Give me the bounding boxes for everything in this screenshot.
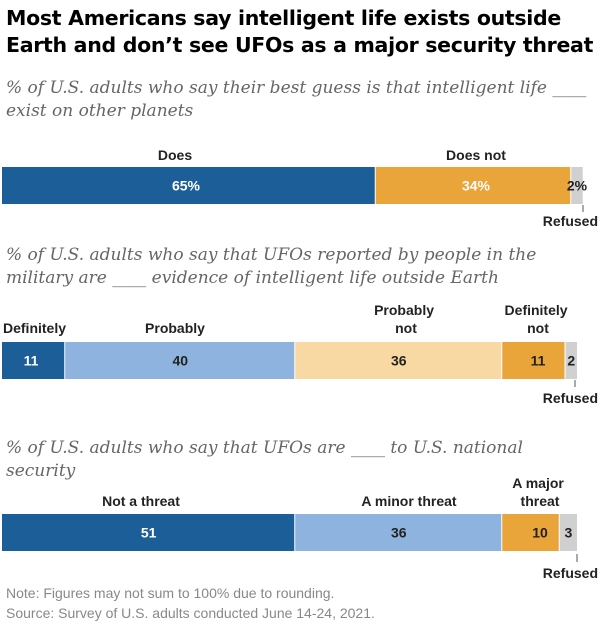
cat-label-major-threat-line-1: A major: [512, 475, 564, 491]
panel-2: Definitely Probably Probably not Definit…: [0, 300, 600, 415]
bar-segment-probably: [65, 342, 295, 379]
panel-3-subtitle: % of U.S. adults who say that UFOs are _…: [6, 438, 523, 481]
cat-label-major-threat-line-2: threat: [521, 493, 560, 509]
cat-label-probably-not-line-1: Probably: [374, 302, 434, 318]
cat-label-definitely-not-line-1: Definitely: [505, 302, 568, 318]
panel-1-subtitle: % of U.S. adults who say their best gues…: [6, 78, 587, 121]
cat-label-minor-threat: A minor threat: [361, 493, 456, 509]
bar-segment-refused: [571, 167, 583, 204]
bar-segment-not-a-threat: [2, 514, 295, 551]
value-label-does: 65%: [172, 178, 201, 194]
value-label-refused: 2: [567, 353, 575, 369]
panel-2-subtitle: % of U.S. adults who say that UFOs repor…: [6, 245, 537, 288]
bar-segment-major-threat: [502, 514, 559, 551]
bar-segment-probably-not: [295, 342, 502, 379]
bar-segment-definitely-not: [502, 342, 565, 379]
bar-segment-does-not: [375, 167, 571, 204]
cat-label-does-not: Does not: [446, 147, 506, 163]
source-text: Source: Survey of U.S. adults conducted …: [6, 605, 375, 621]
value-label-definitely-not: 11: [531, 353, 546, 369]
cat-label-major-threat: A major threat: [512, 475, 568, 509]
panel-2-chart: Definitely Probably Probably not Definit…: [2, 302, 598, 406]
value-label-does-not: 34%: [462, 178, 491, 194]
bar-segment-definitely: [2, 342, 65, 379]
value-label-minor-threat: 36: [391, 525, 407, 541]
panel-3: Not a threat A minor threat A major thre…: [0, 474, 600, 584]
value-label-refused: 2%: [567, 178, 588, 194]
bar-segment-minor-threat: [295, 514, 502, 551]
panel-1: Does Does not 65% 34% 2% Refused: [0, 140, 600, 235]
value-label-probably-not: 36: [391, 353, 407, 369]
cat-label-definitely-not-line-2: not: [527, 320, 549, 336]
cat-label-definitely-not: Definitely not: [505, 302, 572, 336]
cat-label-definitely: Definitely: [3, 320, 66, 336]
value-label-not-a-threat: 51: [141, 525, 157, 541]
refused-label: Refused: [543, 390, 598, 406]
cat-label-probably-not: Probably not: [374, 302, 438, 336]
cat-label-probably: Probably: [145, 320, 205, 336]
note-text: Note: Figures may not sum to 100% due to…: [6, 585, 335, 601]
panel-3-chart: Not a threat A minor threat A major thre…: [2, 475, 598, 581]
refused-label: Refused: [543, 565, 598, 581]
value-label-refused: 3: [564, 525, 572, 541]
value-label-major-threat: 10: [532, 525, 548, 541]
cat-label-not-a-threat: Not a threat: [102, 493, 180, 509]
chart-title: Most Americans say intelligent life exis…: [6, 6, 594, 57]
value-label-probably: 40: [172, 353, 188, 369]
cat-label-probably-not-line-2: not: [395, 320, 417, 336]
bar-segment-refused: [565, 342, 577, 379]
value-label-definitely: 11: [24, 353, 39, 369]
refused-label: Refused: [543, 213, 598, 229]
cat-label-does: Does: [158, 147, 192, 163]
panel-1-chart: Does Does not 65% 34% 2% Refused: [2, 147, 598, 229]
bar-segment-refused: [559, 514, 577, 551]
bar-segment-does: [2, 167, 375, 204]
